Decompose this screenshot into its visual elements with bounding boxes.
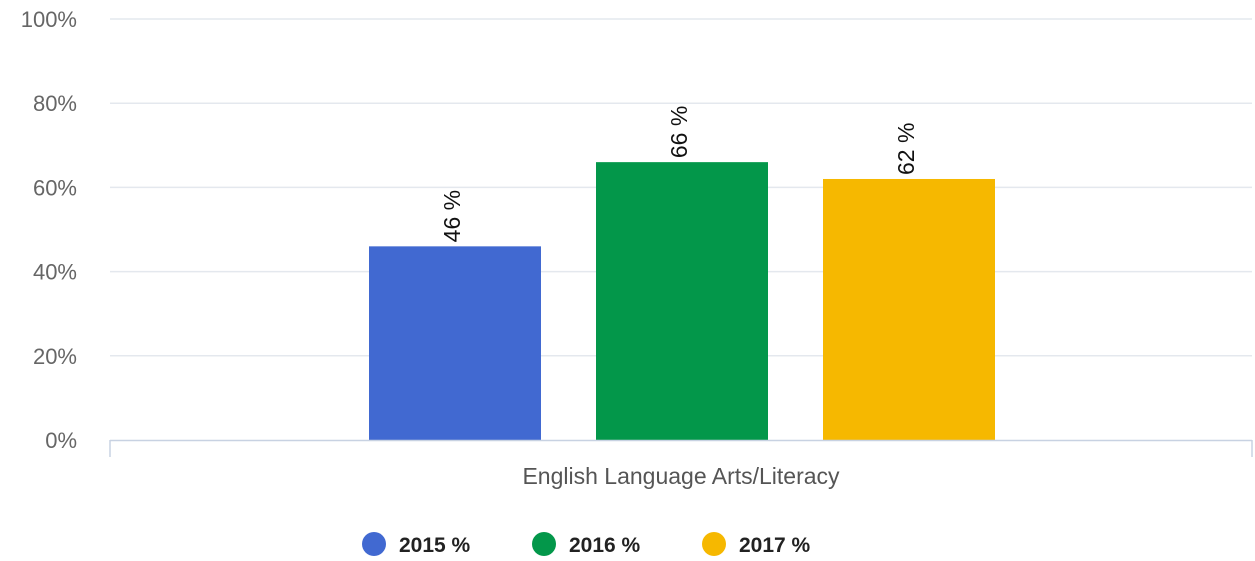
data-label: 66 % (666, 106, 692, 158)
legend-marker (362, 532, 386, 556)
y-tick-label: 40% (33, 260, 77, 285)
legend-label: 2017 % (739, 534, 811, 557)
y-tick-label: 60% (33, 175, 77, 200)
legend-item[interactable]: 2015 % (362, 532, 471, 557)
bar-2016[interactable] (596, 162, 768, 440)
legend-marker (532, 532, 556, 556)
bar-2017[interactable] (823, 178, 995, 441)
legend-marker (702, 532, 726, 556)
legend-item[interactable]: 2017 % (702, 532, 811, 557)
y-tick-label: 80% (33, 91, 77, 116)
legend-label: 2016 % (569, 534, 641, 557)
data-label: 62 % (893, 123, 919, 175)
x-axis: English Language Arts/Literacy (109, 439, 1253, 489)
y-tick-label: 100% (21, 7, 77, 32)
data-labels: 46 % 66 % 62 % (439, 106, 919, 243)
legend-item[interactable]: 2016 % (532, 532, 641, 557)
bar-2015[interactable] (369, 246, 541, 440)
x-category-label: English Language Arts/Literacy (522, 463, 840, 489)
y-tick-label: 0% (45, 428, 77, 453)
legend: 2015 % 2016 % 2017 % (362, 532, 811, 557)
bar-group (369, 162, 995, 441)
y-axis: 0% 20% 40% 60% 80% 100% (21, 7, 77, 453)
legend-label: 2015 % (399, 534, 471, 557)
y-tick-label: 20% (33, 344, 77, 369)
data-label: 46 % (439, 190, 465, 242)
